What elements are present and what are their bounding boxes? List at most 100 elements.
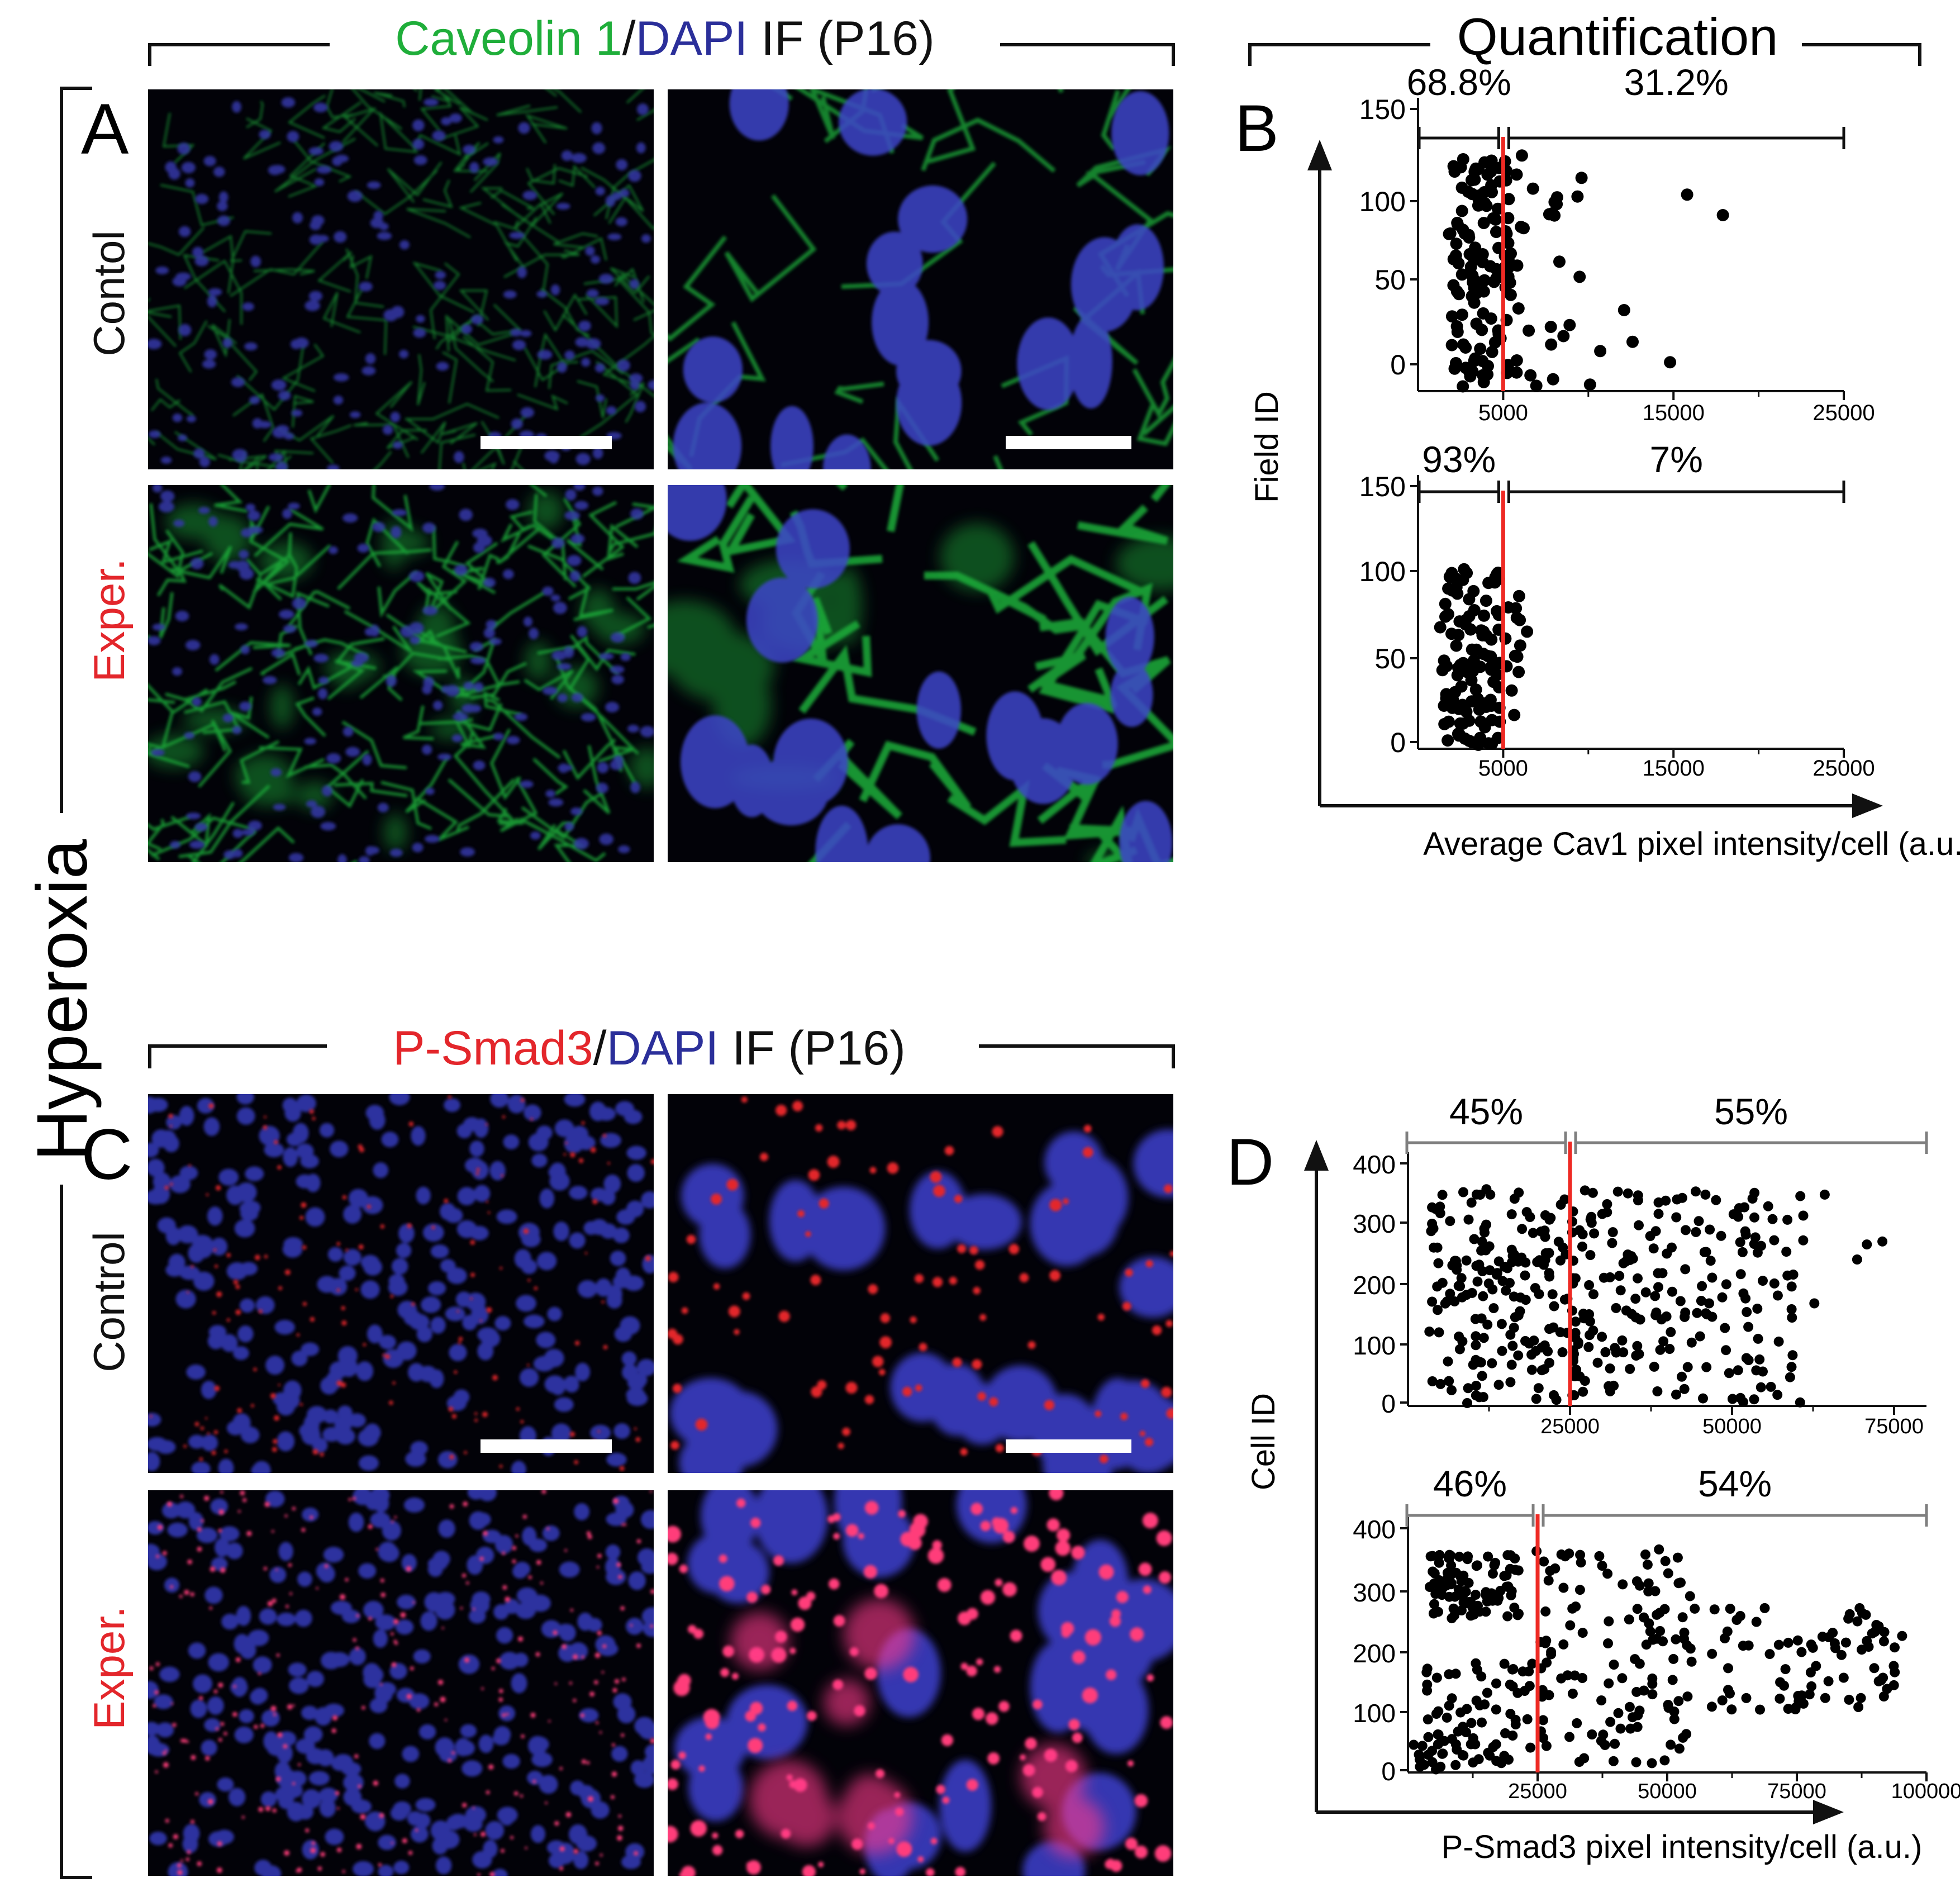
x-tick-label: 5000 xyxy=(1478,756,1528,781)
data-point xyxy=(1587,1729,1597,1739)
bracket-above-threshold: 54% xyxy=(1542,1463,1928,1527)
data-point xyxy=(1706,1701,1717,1712)
data-point xyxy=(1798,1235,1809,1246)
data-point xyxy=(1672,1552,1683,1563)
data-point xyxy=(1724,1368,1734,1379)
data-point xyxy=(1682,1362,1693,1372)
data-point xyxy=(1463,1383,1473,1394)
data-point xyxy=(1523,324,1535,337)
data-point xyxy=(1650,1291,1661,1301)
data-point xyxy=(1510,611,1523,624)
data-point xyxy=(1661,1195,1671,1206)
micrograph-a-control-high xyxy=(668,89,1173,469)
data-point xyxy=(1505,247,1517,260)
data-point xyxy=(1853,1702,1864,1712)
data-point xyxy=(1480,199,1493,212)
data-point xyxy=(1446,1560,1457,1571)
data-point xyxy=(1466,1718,1477,1728)
data-point xyxy=(1867,1628,1877,1639)
data-point xyxy=(1512,1610,1523,1620)
data-point xyxy=(1806,1639,1816,1650)
data-point xyxy=(1763,1201,1773,1211)
y-tick-label: 400 xyxy=(1353,1150,1396,1179)
data-point xyxy=(1574,1371,1585,1382)
data-point xyxy=(1520,1270,1530,1281)
data-point xyxy=(1840,1637,1851,1648)
data-point xyxy=(1521,625,1534,638)
data-point xyxy=(1492,567,1505,579)
data-point xyxy=(1423,1732,1434,1742)
data-point xyxy=(1427,1757,1438,1767)
data-point xyxy=(1691,1227,1701,1237)
data-point xyxy=(1635,1314,1645,1325)
x-tick-label: 75000 xyxy=(1864,1415,1924,1438)
data-point xyxy=(1487,212,1500,225)
data-point xyxy=(1666,1327,1676,1337)
title-part: Caveolin 1 xyxy=(395,12,622,65)
data-point xyxy=(1449,1296,1460,1306)
data-point xyxy=(1508,709,1521,721)
data-point xyxy=(1455,308,1468,321)
data-point xyxy=(1427,1746,1438,1756)
data-point xyxy=(1571,1601,1581,1612)
data-point xyxy=(1727,1394,1738,1404)
data-point xyxy=(1466,1739,1476,1750)
data-point xyxy=(1679,1384,1690,1394)
data-point xyxy=(1741,1693,1752,1703)
data-point xyxy=(1804,1689,1815,1700)
data-point xyxy=(1510,1565,1521,1575)
data-point xyxy=(1502,601,1515,614)
row-label-c-control: Control xyxy=(84,1232,134,1372)
data-point xyxy=(1756,1382,1766,1392)
data-point xyxy=(1424,1327,1435,1337)
title-part: IF (P16) xyxy=(748,12,935,65)
data-point xyxy=(1493,1380,1504,1390)
data-point xyxy=(1795,1191,1806,1201)
y-tick-label: 0 xyxy=(1381,1389,1396,1418)
data-point xyxy=(1454,1331,1464,1342)
data-point xyxy=(1455,181,1468,194)
data-point xyxy=(1512,666,1525,678)
data-point xyxy=(1657,1268,1668,1278)
data-point xyxy=(1529,1335,1539,1346)
data-point xyxy=(1454,1344,1465,1354)
data-point xyxy=(1497,1276,1508,1286)
data-point xyxy=(1456,1273,1467,1284)
data-point xyxy=(1666,1739,1676,1750)
bracket-above-threshold: 31.2% xyxy=(1507,61,1845,149)
data-point xyxy=(1509,1323,1519,1333)
data-point xyxy=(1820,1693,1830,1703)
data-point xyxy=(1809,1298,1820,1309)
data-point xyxy=(1471,1331,1481,1342)
data-point xyxy=(1615,1723,1626,1734)
data-point xyxy=(1490,263,1503,275)
y-tick-label: 100 xyxy=(1353,1331,1396,1360)
data-point xyxy=(1707,1648,1718,1659)
data-point xyxy=(1512,302,1525,315)
scatter-b-top: 0 50 100 150 5000 15000 25000 68.8% 31.2% xyxy=(1359,61,1875,425)
data-point xyxy=(1491,1704,1501,1715)
data-point xyxy=(1618,1579,1628,1590)
data-point xyxy=(1471,1695,1482,1706)
data-point xyxy=(1738,1641,1748,1651)
data-point xyxy=(1461,1598,1472,1609)
data-point xyxy=(1634,1658,1645,1669)
data-point xyxy=(1444,1376,1454,1386)
data-point xyxy=(1611,1347,1621,1358)
data-point xyxy=(1450,639,1463,652)
data-point xyxy=(1617,1673,1628,1684)
data-point xyxy=(1798,1698,1809,1709)
data-point xyxy=(1517,1666,1528,1677)
data-point xyxy=(1569,1670,1580,1681)
bracket-percent-label: 54% xyxy=(1698,1463,1772,1504)
data-point xyxy=(1474,660,1487,673)
data-point xyxy=(1463,593,1476,606)
data-point xyxy=(1431,1672,1442,1683)
data-point xyxy=(1583,378,1596,391)
data-point xyxy=(1726,1704,1737,1715)
quant-title: Quantification xyxy=(1457,7,1778,66)
data-point xyxy=(1725,1688,1735,1699)
data-point xyxy=(1453,729,1466,742)
data-point xyxy=(1438,1582,1449,1593)
data-point xyxy=(1485,1750,1495,1761)
